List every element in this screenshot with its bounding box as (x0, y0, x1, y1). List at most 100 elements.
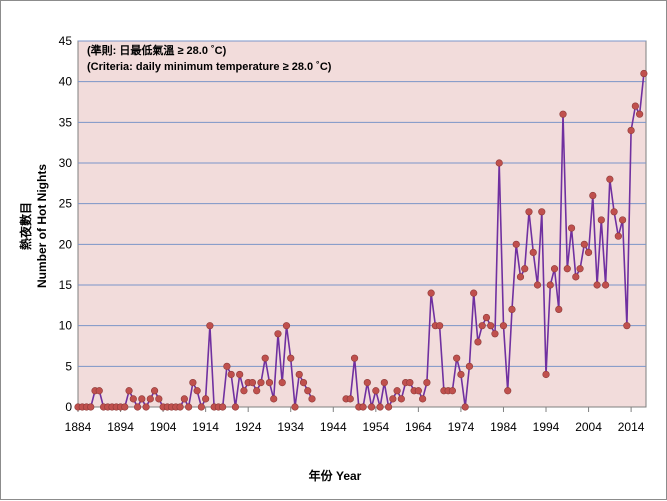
y-tick-label: 40 (59, 75, 73, 89)
x-tick-label: 1924 (235, 420, 262, 434)
data-point (470, 289, 478, 297)
data-point (304, 387, 312, 395)
x-tick-label: 1904 (150, 420, 177, 434)
data-point (142, 403, 150, 411)
data-point (465, 362, 474, 370)
plot-area (77, 40, 647, 408)
y-axis-label-en: Number of Hot Nights (35, 164, 49, 288)
data-point (299, 379, 308, 387)
data-point (236, 370, 244, 379)
series-line-segment (638, 73, 645, 115)
data-point (567, 224, 576, 232)
y-tick-label: 10 (59, 319, 73, 333)
data-point (282, 322, 291, 330)
data-point (499, 322, 508, 330)
data-point (248, 379, 257, 387)
data-point (555, 305, 563, 314)
x-tick-label: 1944 (320, 420, 347, 434)
data-point (206, 322, 214, 330)
x-tick-label: 1934 (277, 420, 304, 434)
y-tick-label: 5 (65, 359, 72, 373)
data-point (270, 395, 278, 403)
data-point (376, 403, 384, 411)
data-point (546, 281, 554, 289)
data-point (261, 354, 269, 362)
data-point (487, 322, 495, 330)
data-point (474, 338, 482, 346)
x-axis-label: 年份 Year (309, 468, 362, 483)
data-point (189, 379, 197, 387)
data-point (597, 216, 605, 224)
series-points (74, 69, 648, 411)
data-point (372, 387, 380, 395)
data-point (231, 403, 240, 411)
data-point (623, 322, 631, 330)
data-point (138, 395, 146, 403)
data-point (614, 232, 622, 240)
data-point (223, 362, 231, 370)
criteria-annotation-zh: (準則: 日最低氣溫 ≥ 28.0 ˚C) (87, 43, 227, 57)
data-point (627, 126, 635, 135)
data-point (87, 403, 95, 411)
criteria-annotation-en: (Criteria: daily minimum temperature ≥ 2… (87, 61, 332, 73)
x-axis-ticks: 1884 1894 1904 1914 1924 1934 1944 1954 1964 1974… (65, 407, 645, 434)
data-point (95, 387, 103, 395)
data-point (572, 273, 580, 281)
data-point (274, 330, 282, 338)
data-point (550, 265, 559, 273)
data-point (295, 370, 303, 379)
y-tick-label: 25 (59, 197, 73, 211)
data-point (133, 403, 142, 411)
data-point (427, 289, 435, 297)
data-point (393, 387, 401, 395)
data-point (219, 403, 227, 411)
data-point (533, 281, 542, 289)
data-point (363, 379, 371, 387)
data-point (453, 354, 461, 362)
data-point (346, 395, 354, 403)
data-point (202, 395, 210, 403)
y-tick-label: 20 (59, 237, 73, 251)
data-point (278, 379, 286, 387)
data-point (618, 216, 627, 224)
data-point (491, 330, 499, 338)
data-point (436, 322, 444, 330)
data-point (631, 102, 639, 110)
data-point (253, 387, 261, 395)
data-point (359, 403, 367, 411)
data-point (155, 395, 163, 403)
data-point (457, 370, 465, 379)
data-point (367, 403, 376, 411)
x-tick-label: 1954 (362, 420, 389, 434)
data-point (308, 395, 316, 403)
data-point (397, 395, 405, 403)
data-point (384, 403, 393, 411)
data-point (606, 175, 614, 183)
data-point (150, 387, 159, 395)
x-tick-label: 1894 (107, 420, 134, 434)
data-point (419, 395, 427, 403)
data-point (287, 354, 295, 362)
data-point (380, 379, 388, 387)
data-point (423, 379, 431, 387)
data-point (478, 322, 486, 330)
y-tick-label: 30 (59, 156, 73, 170)
data-point (389, 395, 397, 403)
data-point (448, 387, 457, 395)
y-tick-label: 45 (59, 34, 73, 48)
data-point (559, 110, 567, 118)
x-tick-label: 1974 (448, 420, 475, 434)
data-point (516, 273, 525, 281)
data-point (601, 281, 610, 289)
data-point (636, 110, 644, 118)
data-point (610, 208, 618, 216)
data-point (129, 395, 137, 403)
data-point (542, 370, 550, 379)
data-point (525, 208, 533, 216)
data-point (291, 403, 299, 411)
data-point (350, 354, 359, 362)
data-point (257, 379, 265, 387)
data-point (580, 240, 588, 248)
